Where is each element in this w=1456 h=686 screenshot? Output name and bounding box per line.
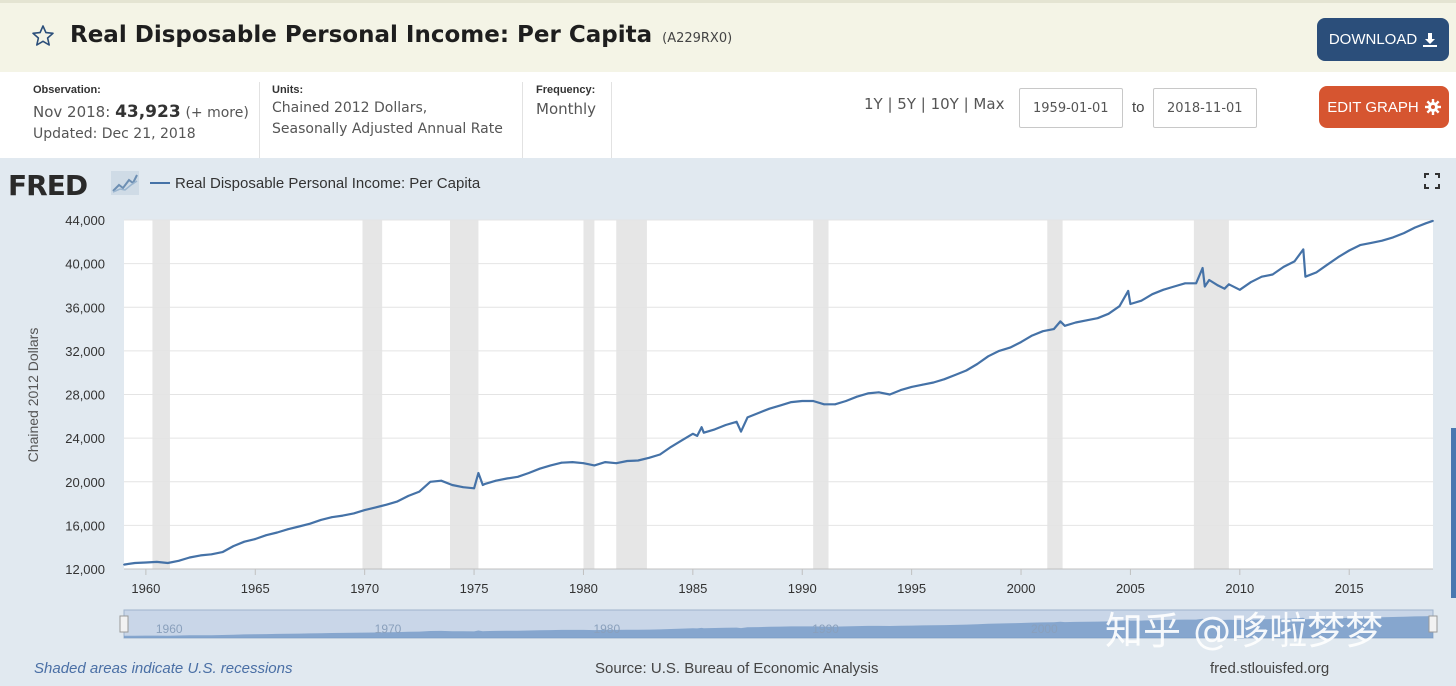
series-title: Real Disposable Personal Income: Per Cap…: [70, 22, 653, 48]
fred-logo: FRED: [8, 169, 88, 202]
updated-date: Updated: Dec 21, 2018: [33, 126, 196, 142]
observation-value: 43,923: [115, 102, 181, 122]
divider: [259, 82, 260, 158]
edit-graph-button[interactable]: EDIT GRAPH: [1319, 86, 1449, 128]
more-observations-link[interactable]: (+ more): [185, 105, 249, 121]
fred-url[interactable]: fred.stlouisfed.org: [1210, 660, 1330, 677]
start-date-input[interactable]: [1019, 88, 1123, 128]
download-icon: [1423, 32, 1438, 47]
observation-label: Observation:: [33, 84, 101, 96]
units-line-1: Chained 2012 Dollars,: [272, 100, 428, 116]
series-id: (A229RX0): [662, 31, 733, 46]
page-title: Real Disposable Personal Income: Per Cap…: [70, 22, 732, 48]
to-label: to: [1132, 99, 1145, 116]
download-label: DOWNLOAD: [1328, 31, 1418, 48]
divider: [522, 82, 523, 158]
end-date-input[interactable]: [1153, 88, 1257, 128]
gear-icon: [1424, 99, 1441, 115]
legend-swatch: [150, 182, 170, 184]
recession-note[interactable]: Shaded areas indicate U.S. recessions: [34, 660, 293, 677]
divider: [611, 82, 612, 158]
frequency-value: Monthly: [536, 100, 597, 118]
units-label: Units:: [272, 84, 304, 96]
legend-label: Real Disposable Personal Income: Per Cap…: [175, 175, 481, 192]
units-line-2: Seasonally Adjusted Annual Rate: [272, 121, 503, 137]
source-text: Source: U.S. Bureau of Economic Analysis: [595, 660, 879, 677]
star-outline-icon[interactable]: [31, 24, 55, 48]
observation-value-line: Nov 2018: 43,923 (+ more): [33, 102, 249, 122]
fred-chart-logo-icon: [111, 171, 139, 195]
title-bar: Real Disposable Personal Income: Per Cap…: [0, 0, 1456, 72]
watermark: 知乎 @哆啦梦梦: [1105, 609, 1384, 653]
fullscreen-icon[interactable]: [1423, 172, 1441, 190]
observation-date: Nov 2018:: [33, 103, 111, 121]
frequency-label: Frequency:: [536, 84, 596, 96]
range-links[interactable]: 1Y | 5Y | 10Y | Max: [864, 95, 1005, 113]
edit-graph-label: EDIT GRAPH: [1327, 98, 1419, 116]
download-button[interactable]: DOWNLOAD: [1317, 18, 1449, 61]
